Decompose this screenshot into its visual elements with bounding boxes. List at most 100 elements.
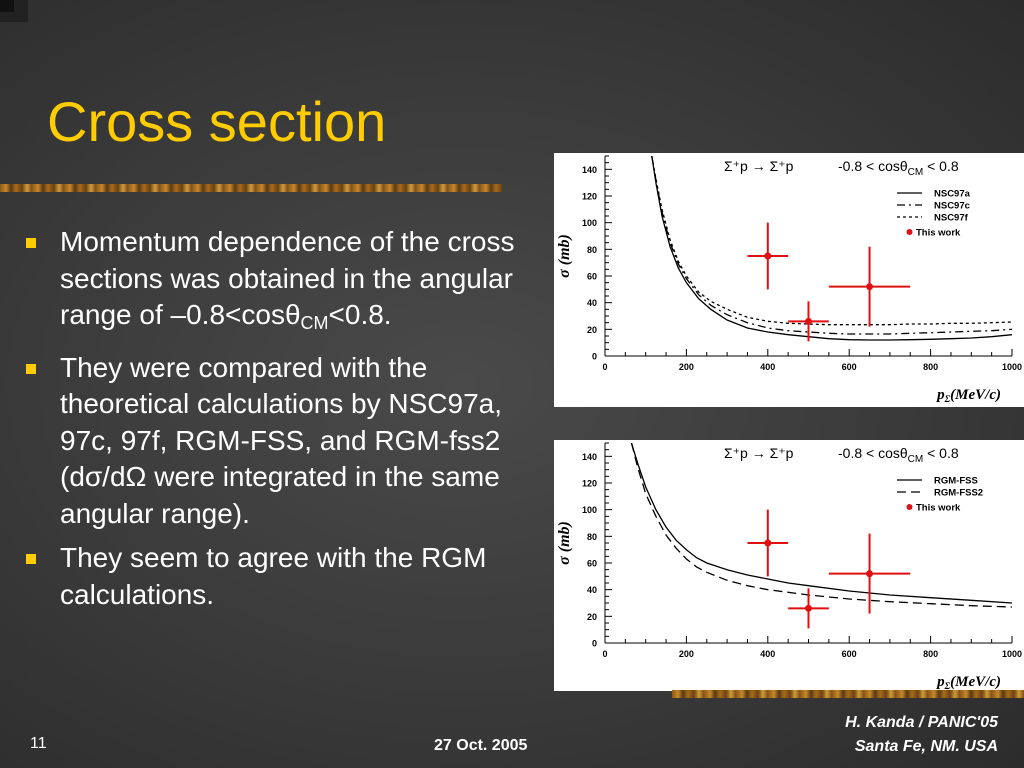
legend-label: NSC97f [934,213,969,224]
legend-label: NSC97a [934,189,971,200]
corner-decoration [0,0,28,22]
y-tick-label: 40 [587,585,597,595]
y-tick-label: 0 [592,639,597,649]
x-tick-label: 800 [923,362,938,372]
x-axis-label-unit: (MeV/c) [950,674,1001,690]
curves-group [630,443,1012,608]
angle-range-tail: < 0.8 [923,158,959,174]
x-tick-label: 800 [923,649,938,659]
y-tick-label: 80 [587,532,597,542]
y-tick-label: 100 [582,505,597,515]
bullet-item: They seem to agree with the RGM calculat… [18,540,538,613]
footer-credit-line2: Santa Fe, NM. USA [854,738,998,755]
x-tick-label: 1000 [1002,649,1022,659]
y-tick-label: 60 [587,272,597,282]
bullet-text: Momentum dependence of the cross section… [60,226,515,330]
slide-number: 11 [30,735,47,752]
footer-credit: H. Kanda / PANIC'05 Santa Fe, NM. USA [845,711,998,759]
chart-angle-range-label: -0.8 < cosθCM < 0.8 [838,158,959,178]
bullet-marker-icon [26,363,36,374]
y-tick-label: 100 [582,218,597,228]
bullet-item: Momentum dependence of the cross section… [18,224,538,342]
bullet-list: Momentum dependence of the cross section… [18,224,538,621]
x-tick-label: 200 [679,362,694,372]
x-tick-label: 0 [602,362,607,372]
chart-angle-range-label: -0.8 < cosθCM < 0.8 [838,445,959,465]
curves-group [651,156,1012,341]
x-tick-label: 200 [679,649,694,659]
legend-marker-this-work [906,229,913,235]
bullet-marker-icon [26,554,36,564]
series-line-rgm-fss2 [630,443,1012,608]
data-point-this-work [828,246,911,327]
series-line-nsc97a [651,156,1012,341]
nsc97-cross-section-chart: 0 200 400 600 800 1000 0 20 40 60 80 100 120 140 σ (mb… [556,155,1022,404]
data-point-this-work [747,222,789,290]
series-line-nsc97c [651,156,1012,335]
x-axis-label-unit: (MeV/c) [950,387,1001,403]
data-point-this-work [788,301,829,342]
legend-label: This work [916,228,961,239]
legend-label: This work [916,503,961,514]
footer-date: 27 Oct. 2005 [434,737,528,754]
bullet-subscript: CM [300,313,329,333]
x-tick-label: 1000 [1002,362,1022,372]
data-point-this-work [828,533,911,614]
angle-range-tail: < 0.8 [923,445,959,461]
y-axis-label: σ (mb) [556,234,573,278]
series-line-rgm-fss [630,443,1012,604]
x-axis-label: pΣ(MeV/c) [935,387,1001,404]
y-tick-label: 120 [582,192,597,202]
y-tick-label: 140 [582,452,597,462]
title-underline-bar [0,184,502,192]
y-tick-label: 0 [592,352,597,362]
bottom-decoration-bar [672,690,1024,698]
rgm-cross-section-chart: 0 200 400 600 800 1000 0 20 40 60 80 100 120 140 σ (mb… [556,442,1022,691]
footer-credit-line1: H. Kanda / PANIC'05 [845,714,998,731]
angle-range-main: -0.8 < cosθ [838,445,908,461]
y-tick-label: 20 [587,612,597,622]
angle-range-main: -0.8 < cosθ [838,158,908,174]
chart-reaction-label: Σ⁺p → Σ⁺p [724,158,794,174]
x-axis-label-main: p [935,387,945,403]
legend-marker-this-work [906,504,913,510]
y-tick-label: 80 [587,245,597,255]
bullet-text-tail: <0.8. [328,299,392,330]
data-point-marker [764,539,772,547]
chart-panel-nsc97: 0 200 400 600 800 1000 0 20 40 60 80 100 120 140 σ (mb… [554,153,1024,407]
bullet-item: They were compared with the theoretical … [18,350,538,533]
y-axis-label: σ (mb) [556,521,573,565]
x-axis-label-subscript: Σ [944,681,951,691]
x-tick-label: 400 [760,649,775,659]
legend-label: NSC97c [934,201,970,212]
data-point-marker [805,317,812,325]
x-axis-label: pΣ(MeV/c) [935,674,1001,691]
y-tick-label: 140 [582,165,597,175]
slide-title: Cross section [47,90,387,153]
x-tick-label: 0 [602,649,607,659]
y-tick-label: 20 [587,325,597,335]
data-point-marker [866,283,874,291]
bullet-text: They seem to agree with the RGM calculat… [60,542,487,610]
x-tick-label: 400 [760,362,775,372]
y-tick-label: 40 [587,298,597,308]
chart-panel-rgm: 0 200 400 600 800 1000 0 20 40 60 80 100 120 140 σ (mb… [554,440,1024,691]
angle-range-subscript: CM [908,454,924,465]
data-point-marker [764,252,772,260]
series-line-nsc97f [651,156,1012,326]
data-point-this-work [788,588,829,629]
data-point-marker [805,604,812,612]
angle-range-subscript: CM [908,167,924,178]
x-tick-label: 600 [842,649,857,659]
data-point-marker [866,570,874,578]
legend-label: RGM-FSS2 [934,488,983,499]
x-axis-label-main: p [935,674,945,690]
data-point-this-work [747,509,789,577]
legend-label: RGM-FSS [934,476,978,487]
x-tick-label: 600 [842,362,857,372]
bullet-marker-icon [26,238,36,248]
x-axis-label-subscript: Σ [944,394,951,404]
chart-reaction-label: Σ⁺p → Σ⁺p [724,445,794,461]
y-tick-label: 120 [582,479,597,489]
y-tick-label: 60 [587,559,597,569]
